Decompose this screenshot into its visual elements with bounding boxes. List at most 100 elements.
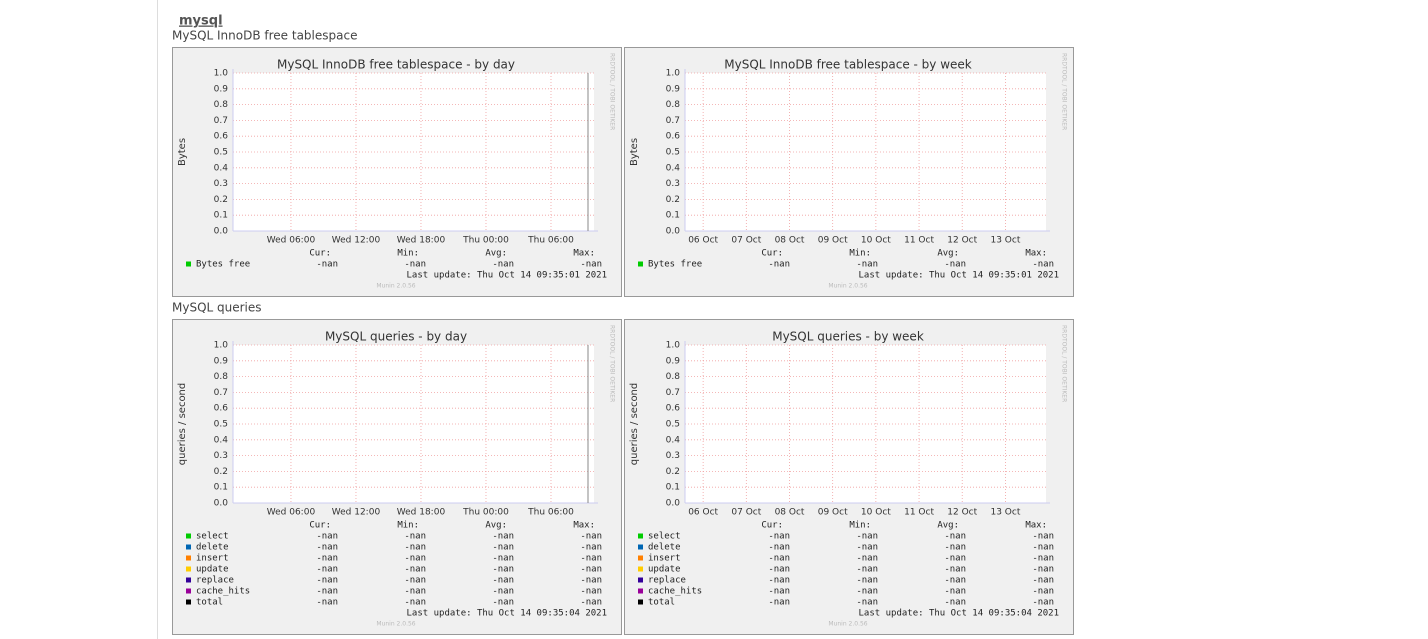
legend-name: total — [196, 598, 223, 608]
legend-swatch — [186, 599, 191, 605]
legend-name: total — [648, 598, 675, 608]
legend-name: insert — [196, 554, 229, 564]
legend-stat: -nan — [404, 532, 426, 542]
x-tick-label: Wed 18:00 — [397, 236, 446, 246]
legend-stat: -nan — [404, 576, 426, 586]
graph-title: MySQL InnoDB free tablespace - by day — [277, 58, 515, 72]
legend-stat: -nan — [856, 565, 878, 575]
legend-stat: -nan — [768, 554, 790, 564]
graph-title: MySQL queries - by week — [772, 330, 924, 344]
graph-title: MySQL InnoDB free tablespace - by week — [724, 58, 972, 72]
y-tick-label: 0.0 — [666, 227, 681, 237]
legend-stat: -nan — [1032, 260, 1054, 270]
y-tick-label: 0.3 — [666, 179, 680, 189]
x-tick-label: Thu 06:00 — [527, 236, 574, 246]
y-tick-label: 0.5 — [666, 420, 680, 430]
y-tick-label: 0.3 — [214, 451, 228, 461]
y-tick-label: 0.9 — [214, 84, 229, 94]
legend-name: delete — [648, 543, 681, 553]
legend-name: cache_hits — [196, 587, 250, 597]
legend-stat: -nan — [1032, 554, 1054, 564]
legend-stat: -nan — [492, 587, 514, 597]
last-update: Last update: Thu Oct 14 09:35:04 2021 — [407, 609, 607, 619]
legend-stat: -nan — [404, 565, 426, 575]
y-tick-label: 0.4 — [666, 435, 681, 445]
legend-stat: -nan — [580, 532, 602, 542]
y-tick-label: 0.8 — [214, 372, 229, 382]
legend-name: insert — [648, 554, 681, 564]
x-tick-label: 10 Oct — [861, 508, 891, 518]
legend-stat: -nan — [856, 554, 878, 564]
legend-stat: -nan — [492, 565, 514, 575]
legend-stat: -nan — [316, 565, 338, 575]
legend-name: select — [648, 532, 681, 542]
group-title: MySQL InnoDB free tablespace — [172, 29, 357, 43]
legend-header: Min: — [849, 249, 871, 259]
y-tick-label: 0.2 — [214, 467, 228, 477]
legend-stat: -nan — [1032, 565, 1054, 575]
legend-stat: -nan — [492, 598, 514, 608]
watermark: RRDTOOL / TOBI OETIKER — [1061, 53, 1068, 130]
x-tick-label: Wed 06:00 — [267, 236, 316, 246]
x-tick-label: 11 Oct — [904, 508, 934, 518]
y-tick-label: 0.5 — [214, 420, 228, 430]
legend-swatch — [186, 261, 191, 267]
y-axis-label: Bytes — [177, 138, 188, 166]
legend-stat: -nan — [316, 554, 338, 564]
y-tick-label: 0.9 — [666, 356, 681, 366]
x-tick-label: 07 Oct — [731, 236, 761, 246]
legend-stat: -nan — [944, 543, 966, 553]
y-tick-label: 0.1 — [214, 483, 228, 493]
y-tick-label: 0.2 — [214, 195, 228, 205]
legend-stat: -nan — [404, 543, 426, 553]
legend-stat: -nan — [316, 532, 338, 542]
y-tick-label: 0.1 — [214, 211, 228, 221]
x-tick-label: 12 Oct — [947, 508, 977, 518]
legend-name: Bytes free — [196, 260, 250, 270]
y-tick-label: 1.0 — [666, 341, 681, 351]
x-tick-label: 13 Oct — [990, 508, 1020, 518]
legend-stat: -nan — [768, 532, 790, 542]
graph: MySQL queries - by week queries / second R… — [624, 319, 1074, 635]
y-tick-label: 0.6 — [666, 132, 681, 142]
graph: MySQL InnoDB free tablespace - by week By… — [624, 47, 1074, 297]
legend-stat: -nan — [316, 543, 338, 553]
section-header[interactable]: mysql — [179, 14, 223, 29]
version: Munin 2.0.56 — [828, 283, 867, 290]
last-update: Last update: Thu Oct 14 09:35:04 2021 — [859, 609, 1059, 619]
legend-swatch — [186, 577, 191, 583]
legend-stat: -nan — [856, 532, 878, 542]
legend-header: Max: — [573, 249, 595, 259]
legend-stat: -nan — [404, 554, 426, 564]
x-tick-label: Wed 18:00 — [397, 508, 446, 518]
legend-stat: -nan — [944, 587, 966, 597]
y-tick-label: 0.6 — [214, 404, 229, 414]
y-tick-label: 0.1 — [666, 211, 680, 221]
legend-stat: -nan — [768, 587, 790, 597]
legend-swatch — [638, 599, 643, 605]
x-tick-label: Wed 12:00 — [332, 508, 381, 518]
watermark: RRDTOOL / TOBI OETIKER — [609, 53, 616, 130]
legend-swatch — [186, 544, 191, 550]
legend-stat: -nan — [1032, 543, 1054, 553]
legend-stat: -nan — [316, 598, 338, 608]
legend-header: Min: — [397, 521, 419, 531]
legend-stat: -nan — [492, 260, 514, 270]
legend-header: Cur: — [309, 521, 331, 531]
legend-stat: -nan — [492, 543, 514, 553]
y-tick-label: 1.0 — [666, 69, 681, 79]
legend-swatch — [638, 566, 643, 572]
legend-name: delete — [196, 543, 229, 553]
last-update: Last update: Thu Oct 14 09:35:01 2021 — [859, 271, 1059, 281]
group-title: MySQL queries — [172, 301, 262, 315]
y-tick-label: 0.3 — [214, 179, 228, 189]
watermark: RRDTOOL / TOBI OETIKER — [609, 325, 616, 402]
x-tick-label: 10 Oct — [861, 236, 891, 246]
x-tick-label: 08 Oct — [775, 236, 805, 246]
legend-header: Avg: — [485, 249, 507, 259]
legend-stat: -nan — [944, 598, 966, 608]
x-tick-label: Thu 00:00 — [462, 236, 509, 246]
legend-stat: -nan — [1032, 598, 1054, 608]
legend-stat: -nan — [944, 554, 966, 564]
